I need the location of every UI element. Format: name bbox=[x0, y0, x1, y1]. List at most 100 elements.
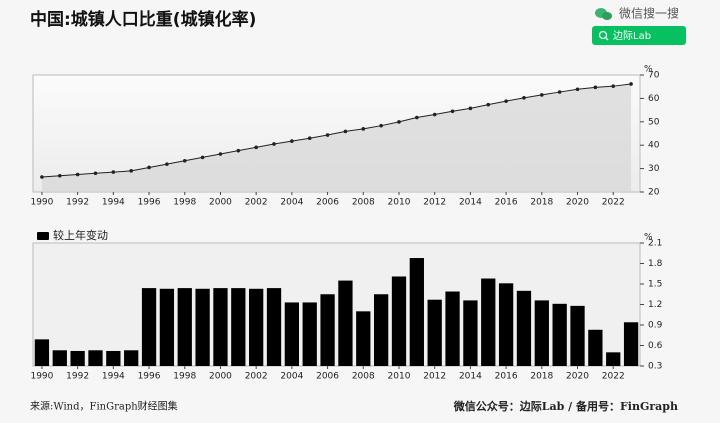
x-tick-label: 2018 bbox=[530, 198, 553, 208]
point bbox=[57, 173, 62, 178]
point bbox=[272, 142, 276, 146]
y-tick-label: 30 bbox=[648, 164, 660, 174]
bar bbox=[177, 288, 192, 366]
bar bbox=[409, 258, 424, 366]
x-tick-label: 2018 bbox=[530, 372, 553, 382]
wechat-label: 微信搜一搜 bbox=[619, 6, 679, 21]
x-tick-label: 2020 bbox=[566, 198, 589, 208]
x-tick-label: 1998 bbox=[173, 198, 196, 208]
wechat-logo bbox=[595, 8, 612, 20]
bar bbox=[141, 288, 157, 366]
point bbox=[468, 106, 473, 111]
bar bbox=[623, 322, 639, 366]
line bbox=[41, 83, 632, 178]
account-note: 微信公众号：边际Lab / 备用号：FinGraph bbox=[453, 399, 678, 413]
bar bbox=[427, 299, 442, 366]
bar bbox=[606, 352, 621, 366]
point bbox=[397, 120, 401, 124]
x-tick-label: 2016 bbox=[495, 198, 518, 208]
x-tick-label: 2022 bbox=[602, 198, 625, 208]
point bbox=[165, 162, 169, 166]
x-tick-label: 2006 bbox=[316, 198, 339, 208]
x-tick-label: 2002 bbox=[245, 372, 268, 382]
y-tick-label: 60 bbox=[648, 94, 660, 104]
bar bbox=[249, 288, 264, 366]
x-tick-label: 1990 bbox=[30, 372, 53, 382]
point bbox=[415, 115, 419, 120]
bar bbox=[356, 311, 371, 366]
bar bbox=[124, 350, 139, 366]
bar bbox=[445, 291, 460, 366]
bar bbox=[88, 350, 103, 366]
bar bbox=[320, 294, 335, 366]
point bbox=[182, 158, 187, 163]
search-text[interactable]: 边际Lab bbox=[613, 30, 651, 42]
x-tick-label: 2012 bbox=[423, 372, 446, 382]
x-tick-label: 2004 bbox=[280, 198, 303, 208]
x-tick-label: 2016 bbox=[495, 372, 518, 382]
bar bbox=[70, 350, 85, 366]
point bbox=[200, 155, 205, 160]
point bbox=[129, 169, 133, 173]
point bbox=[236, 148, 241, 153]
x-tick-label: 2008 bbox=[352, 372, 375, 382]
point bbox=[611, 84, 616, 88]
x-tick-label: 2020 bbox=[566, 372, 589, 382]
unit-label: % bbox=[644, 65, 653, 75]
x-tick-label: 2004 bbox=[280, 372, 303, 382]
x-tick-label: 1994 bbox=[102, 372, 125, 382]
point bbox=[629, 82, 633, 86]
x-tick-label: 2006 bbox=[316, 372, 339, 382]
point bbox=[486, 102, 491, 107]
point bbox=[504, 99, 508, 103]
point bbox=[522, 96, 526, 100]
y-tick-label: 1.2 bbox=[648, 300, 662, 310]
y-tick-label: 0.3 bbox=[648, 362, 662, 372]
search-box[interactable]: 边际Lab bbox=[592, 26, 686, 45]
legend-label: 较上年变动 bbox=[53, 228, 108, 242]
point bbox=[290, 139, 294, 143]
point bbox=[593, 85, 598, 90]
bar bbox=[373, 294, 389, 366]
bar bbox=[106, 350, 121, 366]
point bbox=[75, 172, 80, 177]
bar bbox=[159, 288, 175, 366]
bar bbox=[266, 288, 282, 366]
x-tick-label: 1992 bbox=[66, 372, 89, 382]
point bbox=[343, 129, 348, 134]
x-tick-label: 2010 bbox=[388, 372, 411, 382]
bar bbox=[34, 339, 50, 366]
bar bbox=[213, 288, 228, 366]
y-tick-label: 0.6 bbox=[648, 341, 663, 351]
x-tick-label: 1994 bbox=[102, 198, 125, 208]
x-tick-label: 2012 bbox=[423, 198, 446, 208]
point bbox=[540, 93, 544, 97]
bar bbox=[481, 278, 496, 366]
bar bbox=[570, 305, 585, 366]
point bbox=[111, 170, 116, 174]
bar bbox=[498, 283, 514, 366]
x-tick-label: 2000 bbox=[209, 198, 232, 208]
bar bbox=[391, 276, 407, 366]
bar bbox=[534, 300, 549, 366]
x-tick-label: 2002 bbox=[245, 198, 268, 208]
bar bbox=[284, 302, 300, 366]
y-tick-label: 0.9 bbox=[648, 321, 663, 331]
x-tick-label: 2014 bbox=[459, 372, 482, 382]
x-tick-label: 2008 bbox=[352, 198, 375, 208]
point bbox=[557, 90, 562, 94]
y-tick-label: 40 bbox=[648, 141, 660, 151]
x-tick-label: 2014 bbox=[459, 198, 482, 208]
unit-label: % bbox=[644, 233, 653, 243]
bar bbox=[231, 288, 246, 366]
point bbox=[93, 171, 98, 176]
x-tick-label: 1998 bbox=[173, 372, 196, 382]
point bbox=[40, 175, 44, 179]
point bbox=[432, 112, 437, 117]
y-tick-label: 20 bbox=[648, 188, 660, 198]
bar bbox=[463, 300, 478, 366]
point bbox=[218, 152, 223, 156]
point bbox=[307, 136, 312, 141]
